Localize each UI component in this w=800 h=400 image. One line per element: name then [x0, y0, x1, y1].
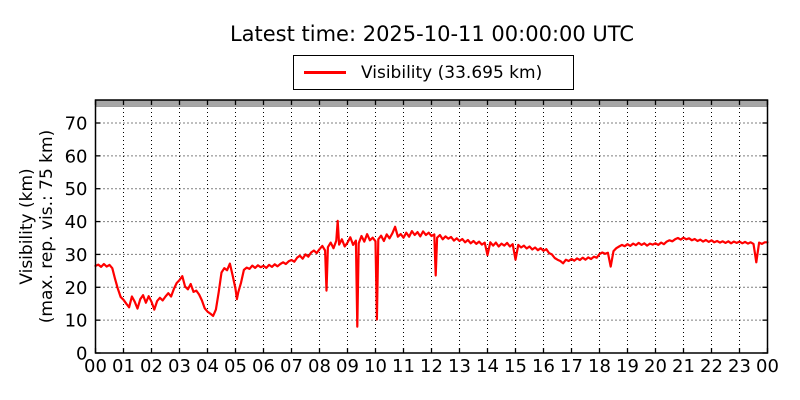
y-axis-label-line1: Visibility (km) — [17, 168, 37, 284]
legend-label: Visibility (33.695 km) — [361, 62, 543, 83]
x-tick-label: 16 — [532, 356, 555, 377]
y-tick-label: 30 — [65, 245, 88, 266]
x-tick-label: 05 — [224, 356, 247, 377]
legend-box: Visibility (33.695 km) — [293, 55, 574, 90]
x-tick-label: 15 — [504, 356, 527, 377]
x-tick-label: 08 — [308, 356, 331, 377]
x-tick-label: 07 — [280, 356, 303, 377]
x-tick-label: 01 — [112, 356, 135, 377]
x-tick-label: 04 — [196, 356, 219, 377]
x-tick-label: 21 — [672, 356, 695, 377]
y-tick-label: 10 — [65, 311, 88, 332]
x-tick-label: 12 — [420, 356, 443, 377]
x-tick-label: 13 — [448, 356, 471, 377]
y-tick-label: 0 — [76, 344, 87, 365]
chart-title: Latest time: 2025-10-11 00:00:00 UTC — [229, 22, 635, 46]
y-tick-label: 20 — [65, 278, 88, 299]
y-tick-label: 60 — [65, 146, 88, 167]
x-tick-label: 22 — [700, 356, 723, 377]
legend-line-sample-icon — [304, 71, 346, 74]
x-tick-label: 03 — [168, 356, 191, 377]
x-tick-label: 20 — [644, 356, 667, 377]
y-tick-label: 50 — [65, 179, 88, 200]
x-tick-label: 00 — [84, 356, 107, 377]
y-tick-label: 70 — [65, 114, 88, 135]
x-tick-label: 18 — [588, 356, 611, 377]
x-tick-label: 00 — [756, 356, 779, 377]
axes-border — [94, 99, 769, 354]
x-tick-label: 14 — [476, 356, 499, 377]
x-tick-label: 17 — [560, 356, 583, 377]
y-tick-label: 40 — [65, 212, 88, 233]
visibility-series-line — [94, 219, 769, 328]
x-tick-label: 19 — [616, 356, 639, 377]
x-tick-label: 23 — [728, 356, 751, 377]
x-tick-label: 02 — [140, 356, 163, 377]
x-tick-label: 09 — [336, 356, 359, 377]
y-axis-label-line2: (max. rep. vis.: 75 km) — [37, 130, 57, 323]
x-tick-label: 11 — [392, 356, 415, 377]
x-tick-label: 06 — [252, 356, 275, 377]
x-tick-label: 10 — [364, 356, 387, 377]
